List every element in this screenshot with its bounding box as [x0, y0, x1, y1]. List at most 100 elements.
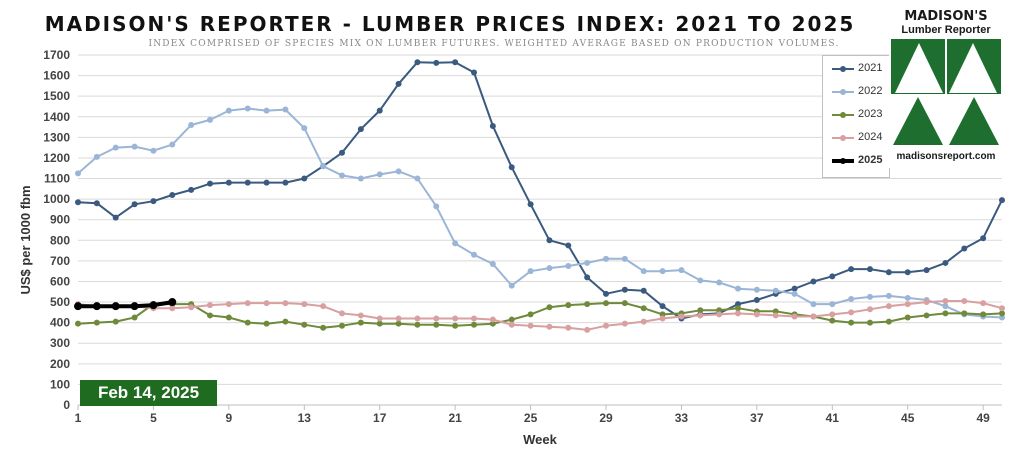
y-tick-label: 500 — [50, 295, 70, 309]
data-point — [961, 245, 968, 252]
data-point — [282, 318, 289, 325]
data-point — [149, 301, 158, 310]
data-point — [527, 322, 534, 329]
x-tick-label: 33 — [675, 411, 689, 425]
data-point — [923, 267, 930, 274]
data-point — [452, 59, 459, 66]
data-point — [93, 153, 100, 160]
data-point — [640, 305, 647, 312]
legend-item-2023: 2023 — [823, 105, 889, 125]
series-line-2022 — [77, 107, 1003, 319]
data-point — [584, 326, 591, 333]
x-tick-label: 21 — [448, 411, 462, 425]
data-point — [508, 321, 515, 328]
y-tick-label: 200 — [50, 357, 70, 371]
data-point — [716, 307, 723, 314]
legend-label: 2021 — [858, 62, 883, 74]
data-point — [207, 180, 213, 187]
data-point — [942, 310, 949, 317]
y-tick-label: 400 — [50, 316, 70, 330]
data-point — [489, 260, 496, 267]
data-point — [433, 203, 440, 210]
data-point — [904, 314, 911, 321]
legend-label: 2025 — [858, 154, 883, 166]
data-point — [546, 304, 553, 311]
data-point — [92, 302, 101, 311]
data-point — [395, 320, 402, 327]
data-point — [301, 321, 308, 328]
data-point — [282, 106, 289, 113]
data-point — [640, 287, 647, 294]
data-point — [584, 274, 591, 281]
x-tick-label: 49 — [976, 411, 990, 425]
data-point — [75, 199, 81, 206]
data-point — [904, 294, 911, 301]
legend-marker — [840, 158, 846, 164]
data-point — [320, 163, 327, 170]
y-tick-label: 100 — [50, 377, 70, 391]
data-point — [678, 313, 685, 320]
data-point — [74, 302, 82, 311]
data-point — [452, 240, 459, 247]
data-point — [659, 303, 666, 310]
data-point — [489, 316, 496, 323]
y-tick-label: 600 — [50, 274, 70, 288]
data-point — [829, 311, 836, 318]
y-tick-label: 1200 — [43, 151, 70, 165]
data-point — [829, 317, 836, 324]
y-tick-label: 1300 — [43, 130, 70, 144]
data-point — [867, 266, 873, 273]
data-point — [923, 312, 930, 319]
data-point — [546, 265, 553, 272]
data-point — [735, 305, 741, 312]
data-point — [452, 315, 459, 322]
data-point — [753, 286, 760, 293]
legend-item-2025: 2025 — [823, 151, 889, 171]
data-point — [565, 242, 572, 249]
data-point — [753, 311, 760, 318]
data-point — [112, 318, 119, 325]
data-point — [621, 255, 628, 262]
data-point — [621, 320, 628, 327]
x-tick-label: 45 — [901, 411, 915, 425]
data-point — [621, 286, 628, 293]
data-point — [885, 318, 892, 325]
data-point — [753, 297, 760, 303]
data-point — [829, 301, 836, 308]
data-point — [263, 320, 270, 327]
data-point — [885, 269, 892, 276]
data-point — [961, 310, 968, 317]
data-point — [527, 201, 534, 208]
data-point — [659, 268, 666, 275]
data-point — [263, 107, 270, 114]
data-point — [130, 302, 139, 311]
data-point — [508, 282, 515, 289]
data-point — [999, 314, 1005, 321]
x-axis-label: Week — [523, 432, 557, 447]
data-point — [791, 313, 798, 320]
series-lines — [74, 59, 1005, 333]
legend-marker — [840, 66, 846, 72]
data-point — [584, 301, 591, 308]
series-2025 — [74, 298, 177, 311]
legend-item-2024: 2024 — [823, 128, 889, 148]
data-point — [93, 200, 100, 207]
data-point — [640, 318, 647, 325]
data-point — [791, 290, 798, 297]
data-point — [489, 123, 496, 130]
data-point — [735, 285, 741, 292]
data-point — [112, 144, 119, 151]
series-line-2021 — [77, 61, 1003, 320]
data-point — [697, 312, 704, 319]
data-point — [282, 179, 289, 186]
x-tick-label: 25 — [524, 411, 538, 425]
chart-title: MADISON'S REPORTER - LUMBER PRICES INDEX… — [44, 12, 856, 36]
data-point — [999, 305, 1005, 312]
series-line-2023 — [77, 302, 1003, 329]
data-point — [867, 319, 873, 326]
logo-name: MADISON'S — [904, 9, 988, 24]
data-point — [904, 269, 911, 276]
legend: 2021 2022 2023 2024 2025 — [822, 55, 890, 178]
data-point — [829, 273, 836, 280]
data-point — [810, 301, 817, 308]
